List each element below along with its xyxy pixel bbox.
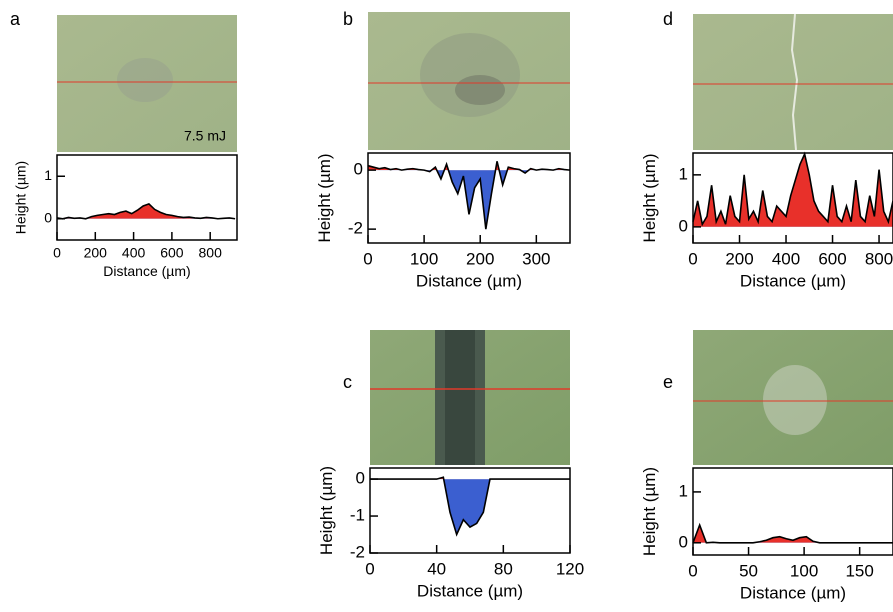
x-axis-label: Distance (µm)	[417, 582, 523, 601]
y-tick-label: 0	[679, 216, 688, 235]
panel-label: b	[343, 9, 353, 29]
y-axis-label: Height (µm)	[13, 161, 29, 234]
x-tick-label: 800	[199, 245, 223, 261]
plot-frame	[692, 152, 893, 244]
x-tick-label: 80	[494, 559, 513, 578]
y-tick-label: 0	[44, 209, 52, 225]
y-tick-label: -2	[350, 542, 365, 561]
profile-line	[56, 202, 236, 220]
negative-area	[370, 479, 570, 535]
y-tick-label: 0	[356, 469, 365, 488]
plot-frame	[692, 467, 893, 556]
y-axis-label: Height (µm)	[640, 467, 659, 556]
panel-label: e	[663, 372, 673, 392]
y-tick-label: 1	[679, 164, 688, 183]
profile-line	[370, 476, 570, 537]
x-tick-label: 100	[410, 249, 438, 268]
x-axis-label: Distance (µm)	[740, 272, 846, 291]
x-tick-label: 40	[427, 559, 446, 578]
x-tick-label: 120	[556, 559, 584, 578]
x-tick-label: 300	[522, 249, 550, 268]
micrograph-d	[693, 13, 893, 151]
annotation: 7.5 mJ	[184, 128, 226, 144]
plot-frame	[367, 152, 571, 244]
micrograph-b	[368, 12, 570, 150]
panel-label: c	[343, 372, 352, 392]
x-tick-label: 150	[845, 561, 873, 580]
x-tick-label: 600	[160, 245, 184, 261]
x-tick-label: 800	[865, 249, 893, 268]
y-tick-label: -1	[350, 506, 365, 525]
x-tick-label: 100	[790, 561, 818, 580]
x-tick-label: 0	[688, 249, 697, 268]
micrograph-c	[370, 330, 570, 465]
negative-area	[368, 170, 570, 230]
y-tick-label: 0	[679, 532, 688, 551]
x-tick-label: 200	[84, 245, 108, 261]
profile-line	[692, 522, 893, 544]
micrograph-a	[57, 15, 237, 152]
x-tick-label: 0	[363, 249, 372, 268]
x-tick-label: 600	[818, 249, 846, 268]
panel-label: a	[10, 9, 21, 29]
y-tick-label: 1	[679, 481, 688, 500]
y-axis-label: Height (µm)	[317, 466, 336, 555]
plot-frame	[56, 154, 238, 241]
x-tick-label: 200	[725, 249, 753, 268]
x-axis-label: Distance (µm)	[416, 272, 522, 291]
micrograph-e	[693, 330, 893, 465]
y-axis-label: Height (µm)	[640, 153, 659, 242]
x-tick-label: 400	[772, 249, 800, 268]
x-axis-label: Distance (µm)	[740, 584, 846, 603]
y-tick-label: 1	[44, 167, 52, 183]
y-tick-label: -2	[348, 219, 363, 238]
plot-area	[57, 155, 237, 240]
plot-frame	[369, 467, 571, 554]
x-tick-label: 0	[365, 559, 374, 578]
x-tick-label: 400	[122, 245, 146, 261]
y-axis-label: Height (µm)	[315, 153, 334, 242]
x-tick-label: 0	[688, 561, 697, 580]
x-axis-label: Distance (µm)	[103, 263, 190, 279]
x-tick-label: 200	[466, 249, 494, 268]
profile-line	[367, 161, 571, 230]
panel-label: d	[663, 9, 673, 29]
profile-line	[692, 151, 893, 227]
y-tick-label: 0	[354, 160, 363, 179]
x-tick-label: 50	[739, 561, 758, 580]
x-tick-label: 0	[53, 245, 61, 261]
